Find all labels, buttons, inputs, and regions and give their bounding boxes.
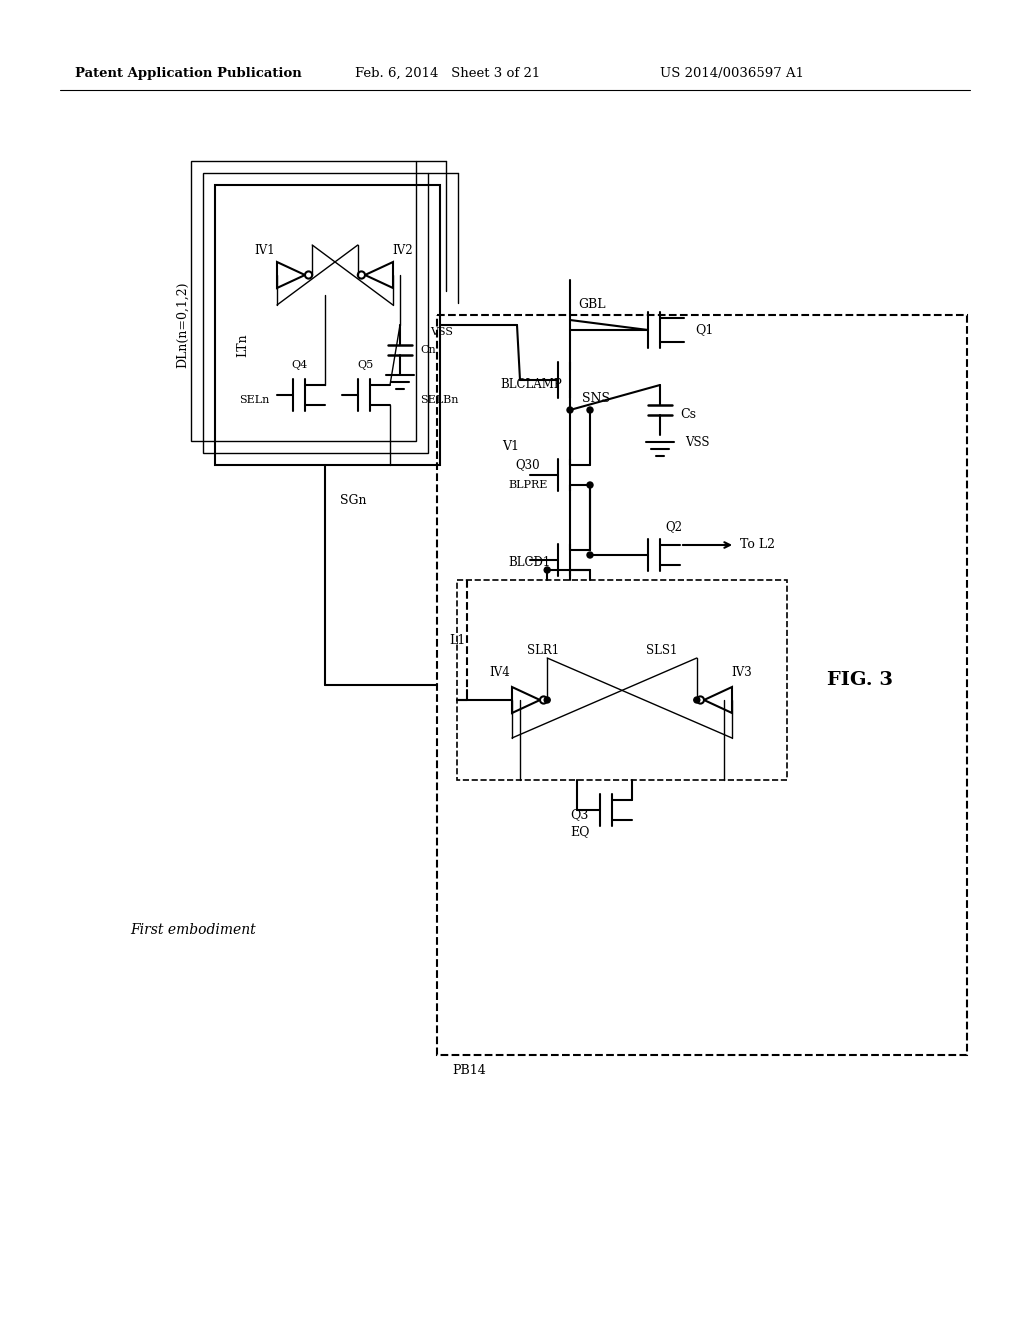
- Text: BLCLAMP: BLCLAMP: [500, 379, 562, 392]
- Text: US 2014/0036597 A1: US 2014/0036597 A1: [660, 66, 804, 79]
- Text: Q4: Q4: [292, 360, 308, 370]
- Text: VSS: VSS: [685, 436, 710, 449]
- Text: V1: V1: [502, 441, 519, 454]
- Bar: [215, 185, 440, 465]
- Bar: [191, 161, 416, 441]
- Text: SGn: SGn: [340, 494, 367, 507]
- Text: SLR1: SLR1: [527, 644, 559, 656]
- Text: Q2: Q2: [665, 520, 682, 533]
- Text: Q3: Q3: [570, 808, 589, 821]
- Bar: [457, 579, 787, 780]
- Circle shape: [544, 568, 550, 573]
- Text: VSS: VSS: [430, 327, 453, 337]
- Text: GBL: GBL: [578, 298, 605, 312]
- Text: Q1: Q1: [695, 323, 714, 337]
- Text: IV2: IV2: [392, 243, 414, 256]
- Text: PB14: PB14: [452, 1064, 485, 1077]
- Text: SELBn: SELBn: [420, 395, 459, 405]
- Text: Patent Application Publication: Patent Application Publication: [75, 66, 302, 79]
- Text: IV1: IV1: [255, 243, 275, 256]
- Text: Cs: Cs: [680, 408, 696, 421]
- Text: BLPRE: BLPRE: [508, 480, 548, 490]
- Text: IV4: IV4: [489, 665, 510, 678]
- Text: To L2: To L2: [740, 539, 775, 552]
- Text: Q5: Q5: [357, 360, 373, 370]
- Text: First embodiment: First embodiment: [130, 923, 256, 937]
- Circle shape: [567, 407, 573, 413]
- Text: DLn(n=0,1,2): DLn(n=0,1,2): [176, 281, 189, 368]
- Bar: [203, 173, 428, 453]
- Bar: [437, 315, 967, 1055]
- Circle shape: [587, 482, 593, 488]
- Text: LTn: LTn: [237, 333, 250, 356]
- Circle shape: [587, 407, 593, 413]
- Circle shape: [694, 697, 699, 704]
- Text: BLCD1: BLCD1: [508, 557, 550, 569]
- Text: SLS1: SLS1: [645, 644, 677, 656]
- Text: SNS: SNS: [582, 392, 610, 404]
- Text: Feb. 6, 2014   Sheet 3 of 21: Feb. 6, 2014 Sheet 3 of 21: [355, 66, 541, 79]
- Text: Q30: Q30: [515, 458, 540, 471]
- Circle shape: [587, 552, 593, 558]
- Text: FIG. 3: FIG. 3: [827, 671, 893, 689]
- Text: L1: L1: [449, 634, 465, 647]
- Circle shape: [544, 697, 550, 704]
- Text: Cn: Cn: [420, 345, 436, 355]
- Text: SELn: SELn: [240, 395, 270, 405]
- Text: IV3: IV3: [731, 665, 753, 678]
- Text: EQ: EQ: [570, 825, 590, 838]
